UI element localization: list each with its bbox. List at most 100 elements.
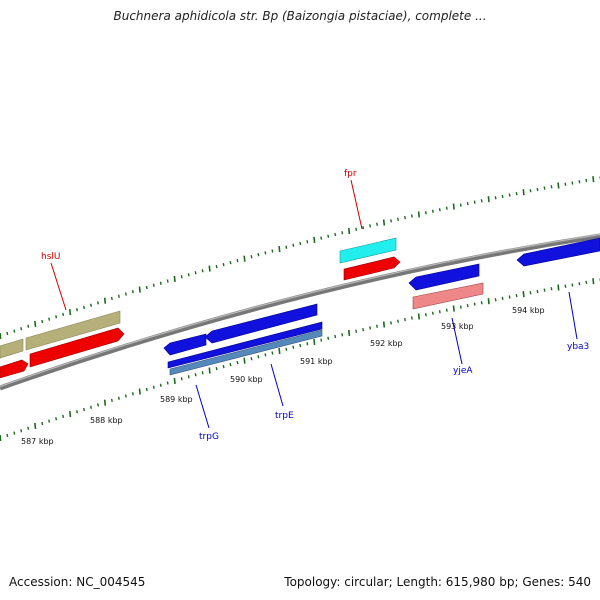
inner-tick-6	[41, 421, 44, 426]
inner-tick-74	[515, 293, 518, 298]
outer-tick-46	[320, 236, 323, 240]
inner-tick-18	[124, 394, 127, 398]
inner-tick-73	[508, 295, 511, 299]
outer-tick-80	[557, 182, 560, 189]
inner-tick-1	[6, 433, 9, 438]
outer-tick-21	[145, 285, 148, 290]
gene-block-cyan-fpr[interactable]	[339, 237, 397, 264]
inner-tick-64	[445, 308, 448, 312]
gene-arrow-red-2[interactable]	[29, 327, 125, 368]
outer-tick-63	[438, 208, 441, 212]
gene-label-fpr[interactable]: fpr	[344, 169, 357, 179]
inner-tick-69	[480, 301, 483, 305]
inner-tick-38	[264, 353, 267, 357]
gene-label-trpG[interactable]: trpG	[199, 432, 219, 442]
inner-tick-53	[369, 326, 372, 330]
outer-tick-83	[578, 180, 581, 184]
inner-tick-row	[0, 278, 600, 442]
inner-tick-75	[522, 291, 525, 298]
tick-label-592: 592 kbp	[370, 339, 403, 348]
outer-tick-26	[180, 275, 183, 279]
outer-tick-75	[522, 189, 525, 196]
gene-bar-steel-trpE[interactable]	[169, 329, 323, 376]
inner-tick-0	[0, 434, 2, 442]
outer-tick-70	[487, 196, 490, 203]
inner-tick-83	[578, 282, 581, 286]
inner-tick-12	[83, 407, 85, 412]
inner-tick-85	[592, 278, 595, 285]
inner-tick-17	[117, 396, 120, 400]
outer-tick-79	[550, 185, 553, 189]
gene-arrow-blue-yjeA[interactable]	[408, 263, 480, 291]
tick-label-590: 590 kbp	[230, 375, 263, 384]
outer-tick-61	[424, 211, 427, 215]
inner-tick-72	[501, 296, 504, 301]
gene-arrow-blue-1[interactable]	[163, 333, 207, 356]
inner-tick-65	[452, 305, 455, 312]
inner-tick-25	[173, 377, 176, 384]
inner-tick-59	[410, 316, 413, 320]
outer-tick-85	[592, 176, 595, 183]
inner-tick-46	[320, 338, 323, 342]
inner-tick-22	[152, 385, 155, 389]
inner-tick-71	[494, 298, 497, 302]
gene-block-olive-1[interactable]	[0, 338, 24, 359]
outer-tick-11	[76, 308, 78, 312]
outer-tick-77	[536, 187, 539, 192]
inner-tick-29	[201, 371, 204, 375]
outer-tick-1	[6, 331, 9, 336]
inner-tick-2	[13, 431, 16, 435]
gene-arrow-red-1[interactable]	[0, 359, 29, 379]
inner-tick-68	[473, 302, 476, 306]
inner-tick-79	[550, 287, 553, 291]
outer-tick-35	[243, 255, 246, 262]
inner-tick-27	[187, 375, 190, 379]
inner-tick-24	[166, 381, 169, 385]
inner-tick-54	[376, 324, 378, 328]
gene-block-olive-2[interactable]	[25, 310, 121, 351]
inner-tick-51	[355, 329, 358, 333]
outer-tick-82	[571, 181, 574, 185]
outer-tick-9	[62, 312, 65, 317]
gene-label-hslU[interactable]: hslU	[41, 252, 60, 262]
outer-tick-6	[41, 319, 44, 324]
outer-tick-76	[529, 189, 532, 193]
outer-tick-66	[459, 203, 462, 207]
inner-tick-28	[194, 373, 197, 377]
outer-tick-52	[362, 225, 365, 230]
outer-tick-8	[55, 315, 58, 319]
outer-tick-49	[341, 231, 344, 235]
outer-tick-38	[264, 251, 267, 255]
outer-tick-59	[410, 214, 413, 218]
genome-backbone	[0, 233, 600, 391]
inner-tick-80	[557, 284, 560, 291]
outer-tick-56	[390, 219, 392, 223]
gene-label-yjeA[interactable]: yjeA	[453, 366, 473, 376]
outer-tick-40	[278, 246, 281, 253]
tick-label-588: 588 kbp	[90, 416, 123, 425]
inner-tick-62	[431, 311, 434, 315]
inner-tick-82	[571, 283, 574, 287]
outer-tick-23	[159, 281, 162, 285]
outer-tick-55	[382, 219, 386, 226]
gene-label-trpE[interactable]: trpE	[275, 411, 294, 421]
outer-tick-15	[103, 297, 107, 304]
inner-tick-61	[424, 313, 427, 317]
inner-tick-60	[417, 313, 420, 320]
outer-tick-84	[585, 178, 588, 183]
outer-tick-81	[564, 182, 567, 186]
outer-tick-44	[306, 240, 309, 244]
gene-bar-pink-yjeA[interactable]	[412, 282, 484, 310]
gene-bar-blue-trpG[interactable]	[167, 321, 323, 369]
inner-tick-15	[103, 399, 107, 406]
inner-tick-63	[438, 310, 441, 314]
gene-arrow-red-3[interactable]	[343, 256, 401, 281]
outer-tick-27	[187, 273, 190, 277]
inner-tick-47	[327, 336, 330, 340]
outer-tick-57	[397, 217, 399, 221]
inner-tick-77	[536, 289, 539, 294]
gene-label-yba3[interactable]: yba3	[567, 342, 589, 352]
gene-arrow-blue-yba3[interactable]	[516, 237, 600, 267]
gene-arrow-blue-2[interactable]	[204, 303, 318, 344]
inner-tick-55	[382, 321, 386, 328]
